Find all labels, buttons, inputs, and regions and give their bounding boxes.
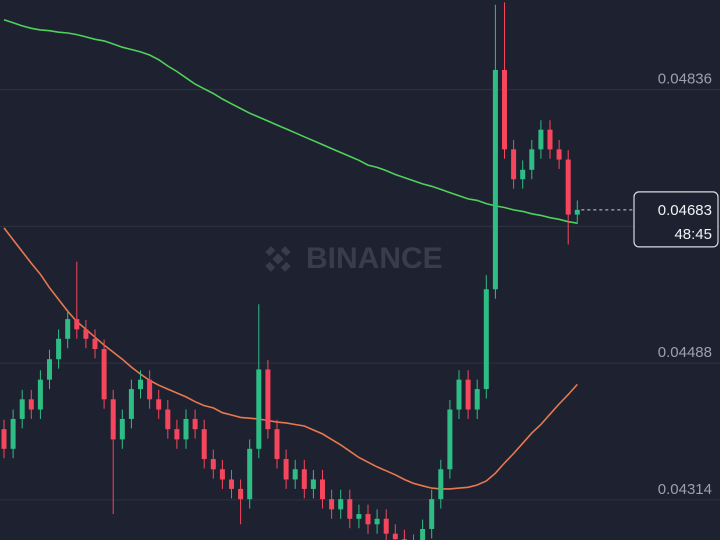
moving-averages [3, 18, 578, 490]
last-price-box [633, 191, 719, 248]
candle-body [238, 488, 244, 500]
candle-body [547, 129, 553, 150]
candle-body [447, 409, 453, 470]
candle-body [483, 289, 489, 390]
candle-body [192, 418, 198, 430]
candle-body [356, 514, 362, 519]
candle-body [256, 369, 262, 449]
candle-body [292, 469, 298, 480]
candle-body [56, 338, 62, 360]
candle-body [247, 448, 253, 500]
candle-body [420, 528, 426, 540]
candle-body [283, 459, 289, 480]
y-tick-label: 0.04836 [658, 71, 712, 88]
countdown: 48:45 [674, 226, 712, 243]
candle-body [429, 499, 435, 529]
candle-body [492, 69, 498, 290]
candle-body [320, 479, 325, 500]
moving-average-line [3, 227, 578, 490]
candle-body [310, 479, 316, 489]
candle-body [83, 329, 89, 339]
candle-body [502, 69, 507, 150]
candle-body [374, 518, 380, 525]
candle-body [210, 459, 216, 470]
candle-body [565, 159, 571, 215]
candle-body [474, 389, 480, 410]
candle-body [119, 418, 125, 440]
candle-body [92, 338, 98, 349]
y-tick-label: 0.04314 [658, 481, 712, 498]
candle-body [574, 209, 580, 215]
candle-body [338, 499, 344, 510]
candle-body [101, 348, 107, 400]
candle-body [219, 469, 225, 480]
last-price: 0.04683 48:45 [581, 191, 719, 248]
candle-body [301, 469, 307, 489]
candle-body [165, 409, 171, 430]
candle-body [456, 379, 462, 410]
candle-body [110, 399, 116, 440]
candle-body [37, 379, 43, 410]
candle-body [529, 149, 535, 170]
candle-body [1, 429, 7, 449]
watermark: BINANCE [265, 242, 443, 275]
candle-body [556, 149, 562, 160]
candle-body [201, 429, 207, 460]
candle-body [19, 399, 25, 419]
candle-body [274, 429, 280, 460]
candle-body [138, 379, 143, 390]
candle-body [365, 514, 371, 525]
candle-body [392, 533, 398, 540]
candle-body [465, 379, 471, 410]
candle-body [65, 319, 71, 339]
candle-body [520, 169, 526, 180]
candle-body [383, 518, 389, 534]
candles [1, 2, 580, 540]
candle-body [229, 479, 234, 489]
grid [0, 89, 720, 501]
candle-body [10, 418, 16, 449]
candle-body [347, 499, 353, 519]
candle-body [128, 389, 134, 419]
candle-body [183, 418, 189, 440]
candle-body [329, 499, 335, 510]
candle-body [47, 359, 52, 380]
candle-body [156, 399, 162, 410]
candle-body [538, 129, 544, 150]
candle-body [147, 379, 153, 400]
last-price-label: 0.04683 [658, 202, 712, 219]
moving-average-line [3, 18, 578, 224]
candle-body [438, 469, 444, 500]
candle-body [265, 369, 271, 430]
y-tick-label: 0.04488 [658, 344, 712, 361]
candle-body [74, 319, 80, 330]
candle-body [511, 149, 517, 180]
candle-body [28, 399, 34, 410]
watermark-text: BINANCE [306, 242, 443, 275]
candle-body [174, 429, 180, 440]
